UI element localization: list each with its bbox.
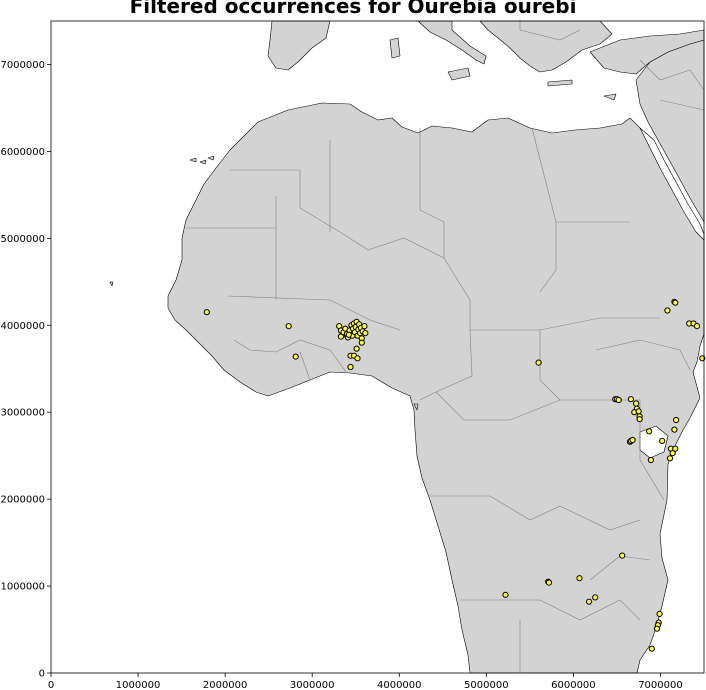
x-tick-label: 6000000: [551, 680, 596, 690]
occurrence-point: [656, 610, 663, 618]
crete-island: [547, 79, 573, 87]
canary-islands: [189, 155, 215, 165]
y-axis: 0 1000000 2000000 3000000 4000000 5000000 6000…: [0, 60, 51, 680]
occurrence-point: [664, 307, 671, 314]
x-tick-label: 4000000: [377, 680, 422, 690]
occurrence-point: [345, 331, 352, 338]
occurrence-point: [693, 323, 701, 330]
occurrence-point: [337, 333, 344, 340]
occurrence-point: [362, 330, 369, 337]
occurrence-point: [535, 359, 542, 366]
occurrence-point: [646, 428, 653, 435]
occurrence-point: [669, 450, 676, 457]
country-borders: [186, 20, 705, 673]
land-layer: [109, 20, 705, 674]
y-tick-label: 7000000: [0, 60, 45, 71]
occurrence-point: [672, 299, 679, 306]
occurrence-point: [347, 363, 354, 371]
x-tick-label: 3000000: [290, 680, 335, 690]
occurrence-point: [627, 396, 635, 403]
occurrence-point: [666, 455, 674, 462]
y-tick-label: 1000000: [0, 582, 45, 593]
occurrence-point: [292, 353, 299, 360]
cape-verde-islands: [109, 281, 114, 287]
occurrence-point: [545, 579, 553, 586]
x-tick-label: 7000000: [638, 680, 683, 690]
occurrence-point: [285, 323, 292, 330]
x-tick-label: 2000000: [203, 680, 248, 690]
x-tick-label: 1000000: [116, 680, 161, 690]
bioko-island: [413, 403, 419, 411]
occurrence-point: [586, 598, 593, 605]
occurrence-point: [671, 426, 678, 433]
plot-frame: [50, 20, 705, 674]
occurrence-point: [647, 456, 655, 464]
occurrence-point: [502, 591, 509, 598]
y-tick-label: 4000000: [0, 321, 45, 332]
x-tick-label: 5000000: [464, 680, 509, 690]
occurrence-point: [673, 416, 680, 424]
sicily-island: [447, 67, 471, 81]
occurrence-point: [648, 645, 655, 652]
x-axis: 0 1000000 2000000 3000000 4000000 5000000 6000…: [48, 673, 683, 690]
chart-title: Filtered occurrences for Ourebia ourebi: [129, 0, 577, 18]
y-tick-label: 5000000: [0, 234, 45, 245]
iberia-landmass: [267, 20, 331, 71]
occurrence-point: [635, 408, 642, 415]
occurrence-point: [653, 625, 661, 632]
occurrence-point: [636, 416, 643, 423]
occurrence-point: [203, 309, 210, 316]
occurrence-point: [659, 437, 666, 444]
x-tick-label: 0: [48, 680, 54, 690]
occurrence-point: [361, 323, 368, 330]
occurrence-points: [203, 298, 706, 652]
occurrence-point: [576, 575, 583, 582]
occurrence-point: [358, 339, 365, 346]
occurrence-point: [353, 345, 360, 352]
y-tick-label: 0: [39, 669, 45, 680]
occurrence-point: [592, 594, 599, 601]
occurrence-point: [672, 445, 679, 452]
sardinia-island: [389, 37, 401, 59]
africa-landmass: [167, 102, 705, 674]
anatolia-landmass: [589, 29, 705, 75]
y-tick-label: 6000000: [0, 147, 45, 158]
italy-landmass: [417, 20, 487, 65]
balkans-landmass: [479, 20, 613, 73]
y-tick-label: 3000000: [0, 408, 45, 419]
cyprus-island: [603, 93, 617, 101]
y-tick-label: 2000000: [0, 495, 45, 506]
occurrence-point: [354, 355, 361, 362]
occurrence-point: [629, 436, 636, 444]
occurrence-point: [619, 552, 626, 559]
occurrence-point: [633, 400, 640, 407]
occurrence-point: [615, 396, 622, 404]
